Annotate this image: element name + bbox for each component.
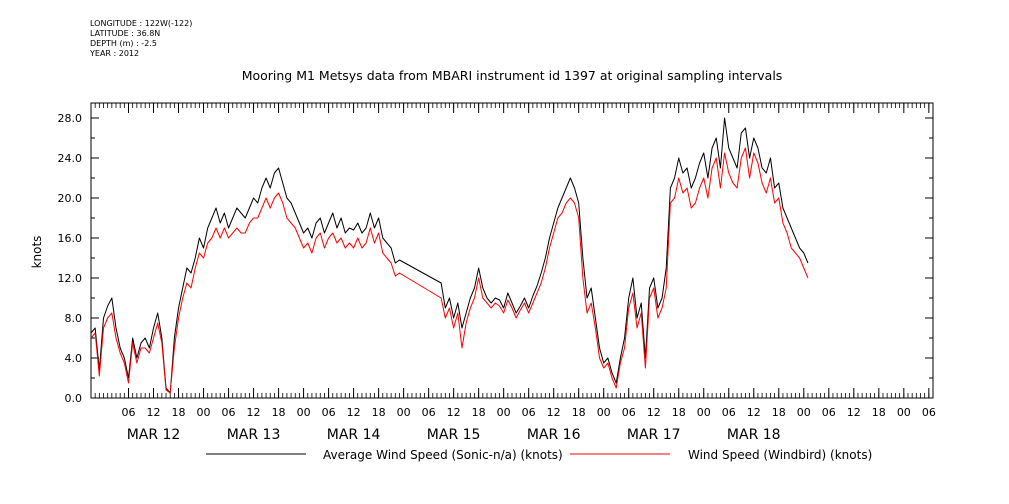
x-tick-label: 06 <box>422 406 436 419</box>
x-tick-label: 00 <box>797 406 811 419</box>
legend-label-windbird: Wind Speed (Windbird) (knots) <box>688 448 872 462</box>
x-tick-label: 06 <box>122 406 136 419</box>
minor-ticks <box>94 103 930 398</box>
y-tick-label: 12.0 <box>58 272 83 285</box>
x-tick-label: 12 <box>847 406 861 419</box>
series-line-sonic <box>90 117 809 394</box>
x-tick-label: 12 <box>747 406 761 419</box>
x-day-label: MAR 16 <box>527 427 581 443</box>
x-tick-label: 18 <box>672 406 686 419</box>
x-tick-label: 18 <box>372 406 386 419</box>
x-tick-label: 12 <box>547 406 561 419</box>
x-day-label: MAR 14 <box>327 427 381 443</box>
chart-title: Mooring M1 Metsys data from MBARI instru… <box>242 68 783 83</box>
metadata-block: LONGITUDE : 122W(-122) LATITUDE : 36.8N … <box>90 19 192 59</box>
x-tick-label: 06 <box>922 406 936 419</box>
x-tick-label: 06 <box>522 406 536 419</box>
x-tick-label: 18 <box>772 406 786 419</box>
x-tick-label: 06 <box>322 406 336 419</box>
x-tick-label: 18 <box>572 406 586 419</box>
y-tick-label: 16.0 <box>58 232 83 245</box>
x-tick-label: 00 <box>397 406 411 419</box>
latitude-label: LATITUDE : 36.8N <box>90 29 161 38</box>
series-line-windbird <box>90 147 809 394</box>
x-day-label: MAR 18 <box>727 427 781 443</box>
depth-label: DEPTH (m) : -2.5 <box>90 39 157 48</box>
y-axis: 0.0 4.0 8.0 12.0 16.0 20.0 24.0 28.0 <box>58 112 933 405</box>
x-tick-label: 06 <box>822 406 836 419</box>
x-axis: 06 12 18 00 06 12 18 00 06 12 18 00 06 12 18 00 06 12 18 00… <box>122 103 936 443</box>
x-tick-label: 06 <box>222 406 236 419</box>
x-tick-label: 06 <box>722 406 736 419</box>
x-tick-label: 18 <box>872 406 886 419</box>
legend: Average Wind Speed (Sonic-n/a) (knots) W… <box>206 448 872 462</box>
x-tick-label: 12 <box>647 406 661 419</box>
y-tick-label: 4.0 <box>65 352 83 365</box>
year-label: YEAR : 2012 <box>90 49 140 58</box>
x-day-label: MAR 17 <box>627 427 681 443</box>
x-tick-label: 06 <box>622 406 636 419</box>
plot-frame <box>90 102 934 399</box>
legend-label-sonic: Average Wind Speed (Sonic-n/a) (knots) <box>323 448 563 462</box>
longitude-label: LONGITUDE : 122W(-122) <box>90 19 193 28</box>
x-day-label: MAR 12 <box>127 427 181 443</box>
series-layer <box>90 117 809 394</box>
x-tick-label: 00 <box>597 406 611 419</box>
y-tick-label: 28.0 <box>58 112 83 125</box>
x-tick-label: 12 <box>147 406 161 419</box>
x-tick-label: 00 <box>497 406 511 419</box>
x-tick-label: 00 <box>197 406 211 419</box>
x-tick-label: 00 <box>697 406 711 419</box>
x-tick-label: 00 <box>297 406 311 419</box>
y-tick-label: 8.0 <box>65 312 83 325</box>
y-axis-label: knots <box>30 236 44 269</box>
x-tick-label: 12 <box>247 406 261 419</box>
x-tick-label: 12 <box>447 406 461 419</box>
x-day-label: MAR 13 <box>227 427 281 443</box>
x-tick-label: 00 <box>897 406 911 419</box>
y-tick-label: 24.0 <box>58 152 83 165</box>
x-tick-label: 18 <box>472 406 486 419</box>
y-tick-label: 20.0 <box>58 192 83 205</box>
x-tick-label: 18 <box>272 406 286 419</box>
x-day-label: MAR 15 <box>427 427 481 443</box>
x-tick-label: 12 <box>347 406 361 419</box>
plot-area: 0.04.08.012.016.020.024.028.0 06 12 18 00 06… <box>58 102 936 443</box>
x-tick-label: 18 <box>172 406 186 419</box>
y-tick-label: 0.0 <box>65 392 83 405</box>
